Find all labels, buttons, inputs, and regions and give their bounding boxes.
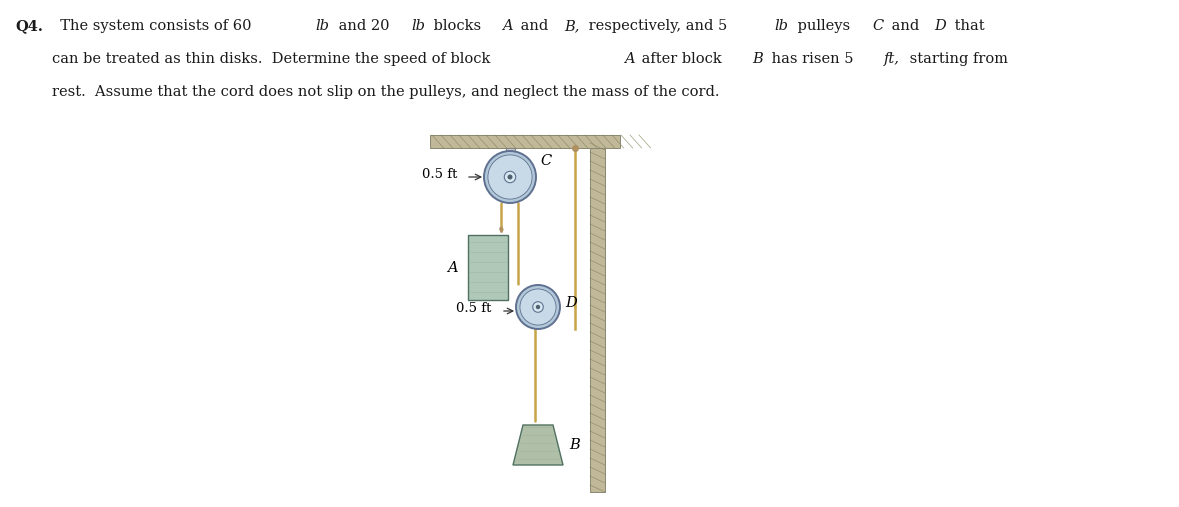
Text: C: C (540, 155, 552, 168)
Text: A: A (502, 19, 513, 33)
Text: rest.  Assume that the cord does not slip on the pulleys, and neglect the mass o: rest. Assume that the cord does not slip… (52, 85, 719, 99)
Text: and: and (887, 19, 923, 33)
Text: Q4.: Q4. (15, 19, 42, 33)
Text: starting from: starting from (904, 52, 1008, 66)
Text: after block: after block (638, 52, 726, 66)
Text: B,: B, (564, 19, 579, 33)
Circle shape (516, 285, 560, 329)
Circle shape (488, 155, 532, 199)
Circle shape (505, 171, 515, 183)
Text: blocks: blocks (429, 19, 486, 33)
Polygon shape (430, 135, 620, 148)
Text: D: D (565, 296, 577, 310)
Text: lb: lb (411, 19, 426, 33)
Text: B: B (569, 438, 580, 452)
Circle shape (533, 302, 544, 312)
Text: that: that (949, 19, 984, 33)
Polygon shape (513, 425, 564, 465)
Text: 0.5 ft: 0.5 ft (456, 302, 492, 314)
Text: lb: lb (775, 19, 789, 33)
Polygon shape (590, 148, 605, 492)
Circle shape (520, 289, 556, 325)
Circle shape (485, 151, 536, 203)
Text: 0.5 ft: 0.5 ft (422, 167, 457, 180)
Text: B: B (752, 52, 763, 66)
Text: pulleys: pulleys (792, 19, 855, 33)
Circle shape (535, 305, 540, 309)
Circle shape (507, 174, 513, 179)
Text: has risen 5: has risen 5 (766, 52, 857, 66)
Text: The system consists of 60: The system consists of 60 (51, 19, 256, 33)
Text: D: D (934, 19, 946, 33)
Text: ft,: ft, (884, 52, 900, 66)
Text: A: A (447, 261, 457, 274)
Text: respectively, and 5: respectively, and 5 (584, 19, 732, 33)
Polygon shape (468, 235, 508, 300)
Text: can be treated as thin disks.  Determine the speed of block: can be treated as thin disks. Determine … (52, 52, 495, 66)
Text: C: C (872, 19, 883, 33)
Text: lb: lb (316, 19, 330, 33)
Polygon shape (506, 148, 514, 151)
Text: and: and (516, 19, 553, 33)
Text: and 20: and 20 (334, 19, 394, 33)
Text: A: A (624, 52, 634, 66)
